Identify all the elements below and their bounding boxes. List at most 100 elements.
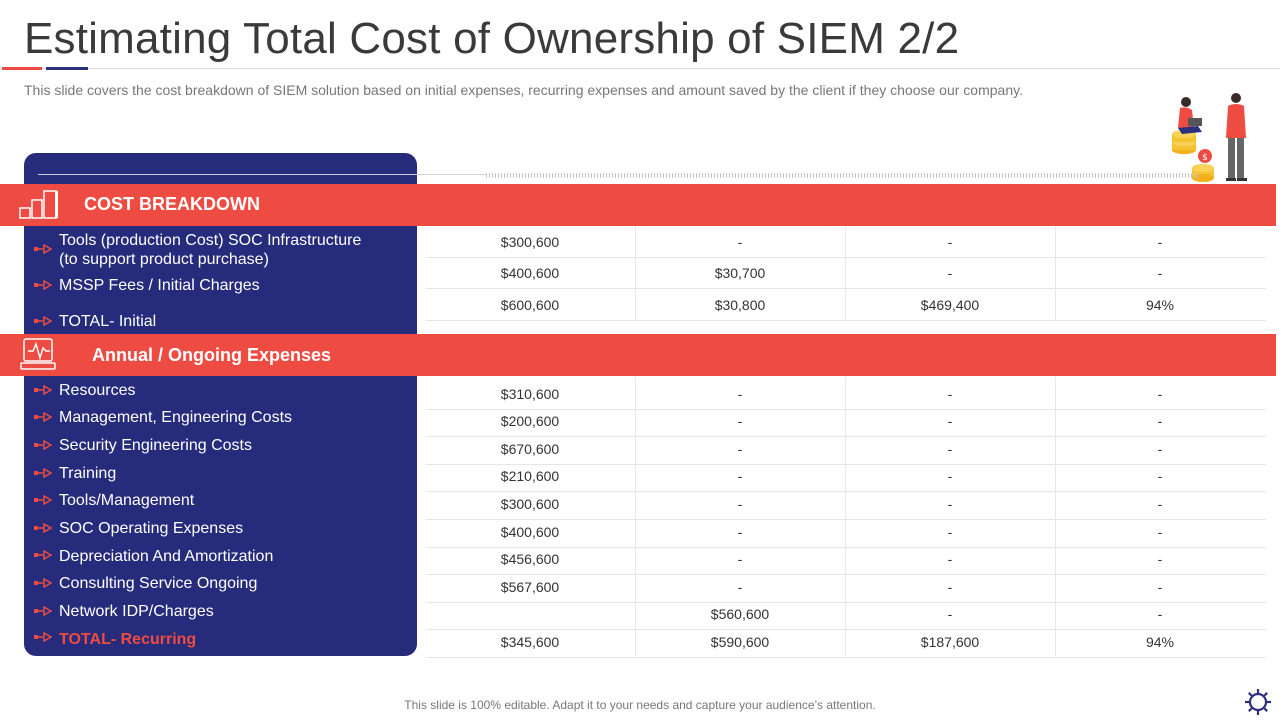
- row-label-management-engineering: Management, Engineering Costs: [59, 409, 293, 426]
- dashed-divider: [486, 173, 1198, 178]
- section-band-initial: [0, 184, 1276, 226]
- table-cell: -: [947, 579, 953, 595]
- bullet-arrow-icon: [34, 632, 52, 642]
- table-cell: $469,400: [920, 297, 980, 313]
- row-divider: [426, 288, 1266, 289]
- bullet-arrow-icon: [34, 244, 52, 254]
- row-label-soc-operating: SOC Operating Expenses: [59, 520, 244, 537]
- section-band-recurring: [0, 334, 1276, 376]
- row-divider: [426, 409, 1266, 410]
- accent-bar-blue: [46, 67, 88, 70]
- row-divider: [426, 657, 1266, 658]
- row-label-training: Training: [59, 465, 117, 482]
- bar-steps-icon: [19, 190, 58, 219]
- bullet-arrow-icon: [34, 578, 52, 588]
- row-label-tools-production: Tools (production Cost) SOC Infrastructu…: [59, 232, 362, 268]
- table-cell: $200,600: [500, 413, 560, 429]
- table-cell: -: [737, 234, 743, 250]
- row-divider: [426, 547, 1266, 548]
- section-title-initial: COST BREAKDOWN: [84, 194, 260, 214]
- row-divider: [426, 574, 1266, 575]
- table-cell: $300,600: [500, 234, 560, 250]
- row-divider: [426, 629, 1266, 630]
- table-cell: 94%: [1145, 634, 1175, 650]
- table-cell: $600,600: [500, 297, 560, 313]
- table-cell: $187,600: [920, 634, 980, 650]
- table-cell: -: [737, 413, 743, 429]
- table-cell: -: [947, 606, 953, 622]
- bullet-arrow-icon: [34, 468, 52, 478]
- table-cell: -: [737, 579, 743, 595]
- row-label-total-initial: TOTAL- Initial: [59, 313, 157, 330]
- row-divider: [426, 491, 1266, 492]
- page-title: Estimating Total Cost of Ownership of SI…: [24, 14, 960, 63]
- column-divider: [1055, 377, 1056, 656]
- bullet-arrow-icon: [34, 606, 52, 616]
- bullet-arrow-icon: [34, 316, 52, 326]
- svg-text:$: $: [1202, 153, 1208, 163]
- table-cell: -: [1157, 441, 1163, 457]
- table-cell: -: [737, 496, 743, 512]
- table-cell: -: [1157, 524, 1163, 540]
- table-cell: $30,800: [714, 297, 766, 313]
- table-cell: $456,600: [500, 551, 560, 567]
- table-cell: -: [947, 496, 953, 512]
- table-cell: $310,600: [500, 386, 560, 402]
- column-divider: [635, 226, 636, 320]
- row-divider: [426, 320, 1266, 321]
- table-cell: -: [1157, 551, 1163, 567]
- label-panel: [24, 153, 417, 656]
- table-cell: $300,600: [500, 496, 560, 512]
- row-divider: [426, 519, 1266, 520]
- column-divider: [1055, 226, 1056, 320]
- table-cell: -: [1157, 468, 1163, 484]
- table-cell: $400,600: [500, 265, 560, 281]
- table-cell: $590,600: [710, 634, 770, 650]
- table-cell: -: [1157, 413, 1163, 429]
- bullet-arrow-icon: [34, 440, 52, 450]
- row-label-network-idp: Network IDP/Charges: [59, 603, 214, 620]
- column-divider: [845, 377, 846, 656]
- row-divider: [426, 436, 1266, 437]
- gear-icon: [1245, 689, 1271, 715]
- column-divider: [845, 226, 846, 320]
- table-cell: $210,600: [500, 468, 560, 484]
- table-cell: $345,600: [500, 634, 560, 650]
- table-cell: -: [737, 524, 743, 540]
- table-cell: $400,600: [500, 524, 560, 540]
- connector-line: [38, 174, 486, 175]
- table-cell: -: [947, 234, 953, 250]
- table-cell: -: [1157, 496, 1163, 512]
- table-cell: $560,600: [710, 606, 770, 622]
- slide-subtitle: This slide covers the cost breakdown of …: [24, 82, 1023, 98]
- table-cell: -: [947, 468, 953, 484]
- bullet-arrow-icon: [34, 412, 52, 422]
- row-divider: [426, 602, 1266, 603]
- row-label-tools-management: Tools/Management: [59, 492, 195, 509]
- column-divider: [635, 377, 636, 656]
- section-title-recurring: Annual / Ongoing Expenses: [92, 345, 332, 365]
- table-cell: -: [1157, 579, 1163, 595]
- table-cell: -: [1157, 386, 1163, 402]
- table-cell: -: [947, 524, 953, 540]
- table-cell: $567,600: [500, 579, 560, 595]
- monitor-pulse-icon: [20, 338, 56, 370]
- bullet-arrow-icon: [34, 280, 52, 290]
- table-cell: $30,700: [714, 265, 766, 281]
- bullet-arrow-icon: [34, 385, 52, 395]
- row-label-consulting: Consulting Service Ongoing: [59, 575, 258, 592]
- table-cell: -: [947, 265, 953, 281]
- table-cell: -: [947, 441, 953, 457]
- bullet-arrow-icon: [34, 550, 52, 560]
- row-divider: [426, 257, 1266, 258]
- table-cell: 94%: [1145, 297, 1175, 313]
- table-cell: -: [737, 551, 743, 567]
- table-cell: $670,600: [500, 441, 560, 457]
- table-cell: -: [1157, 234, 1163, 250]
- people-with-coins-icon: $: [1172, 93, 1247, 182]
- title-divider: [0, 68, 1280, 69]
- table-cell: -: [737, 386, 743, 402]
- bullet-arrow-icon: [34, 523, 52, 533]
- table-cell: -: [947, 386, 953, 402]
- bullet-arrow-icon: [34, 495, 52, 505]
